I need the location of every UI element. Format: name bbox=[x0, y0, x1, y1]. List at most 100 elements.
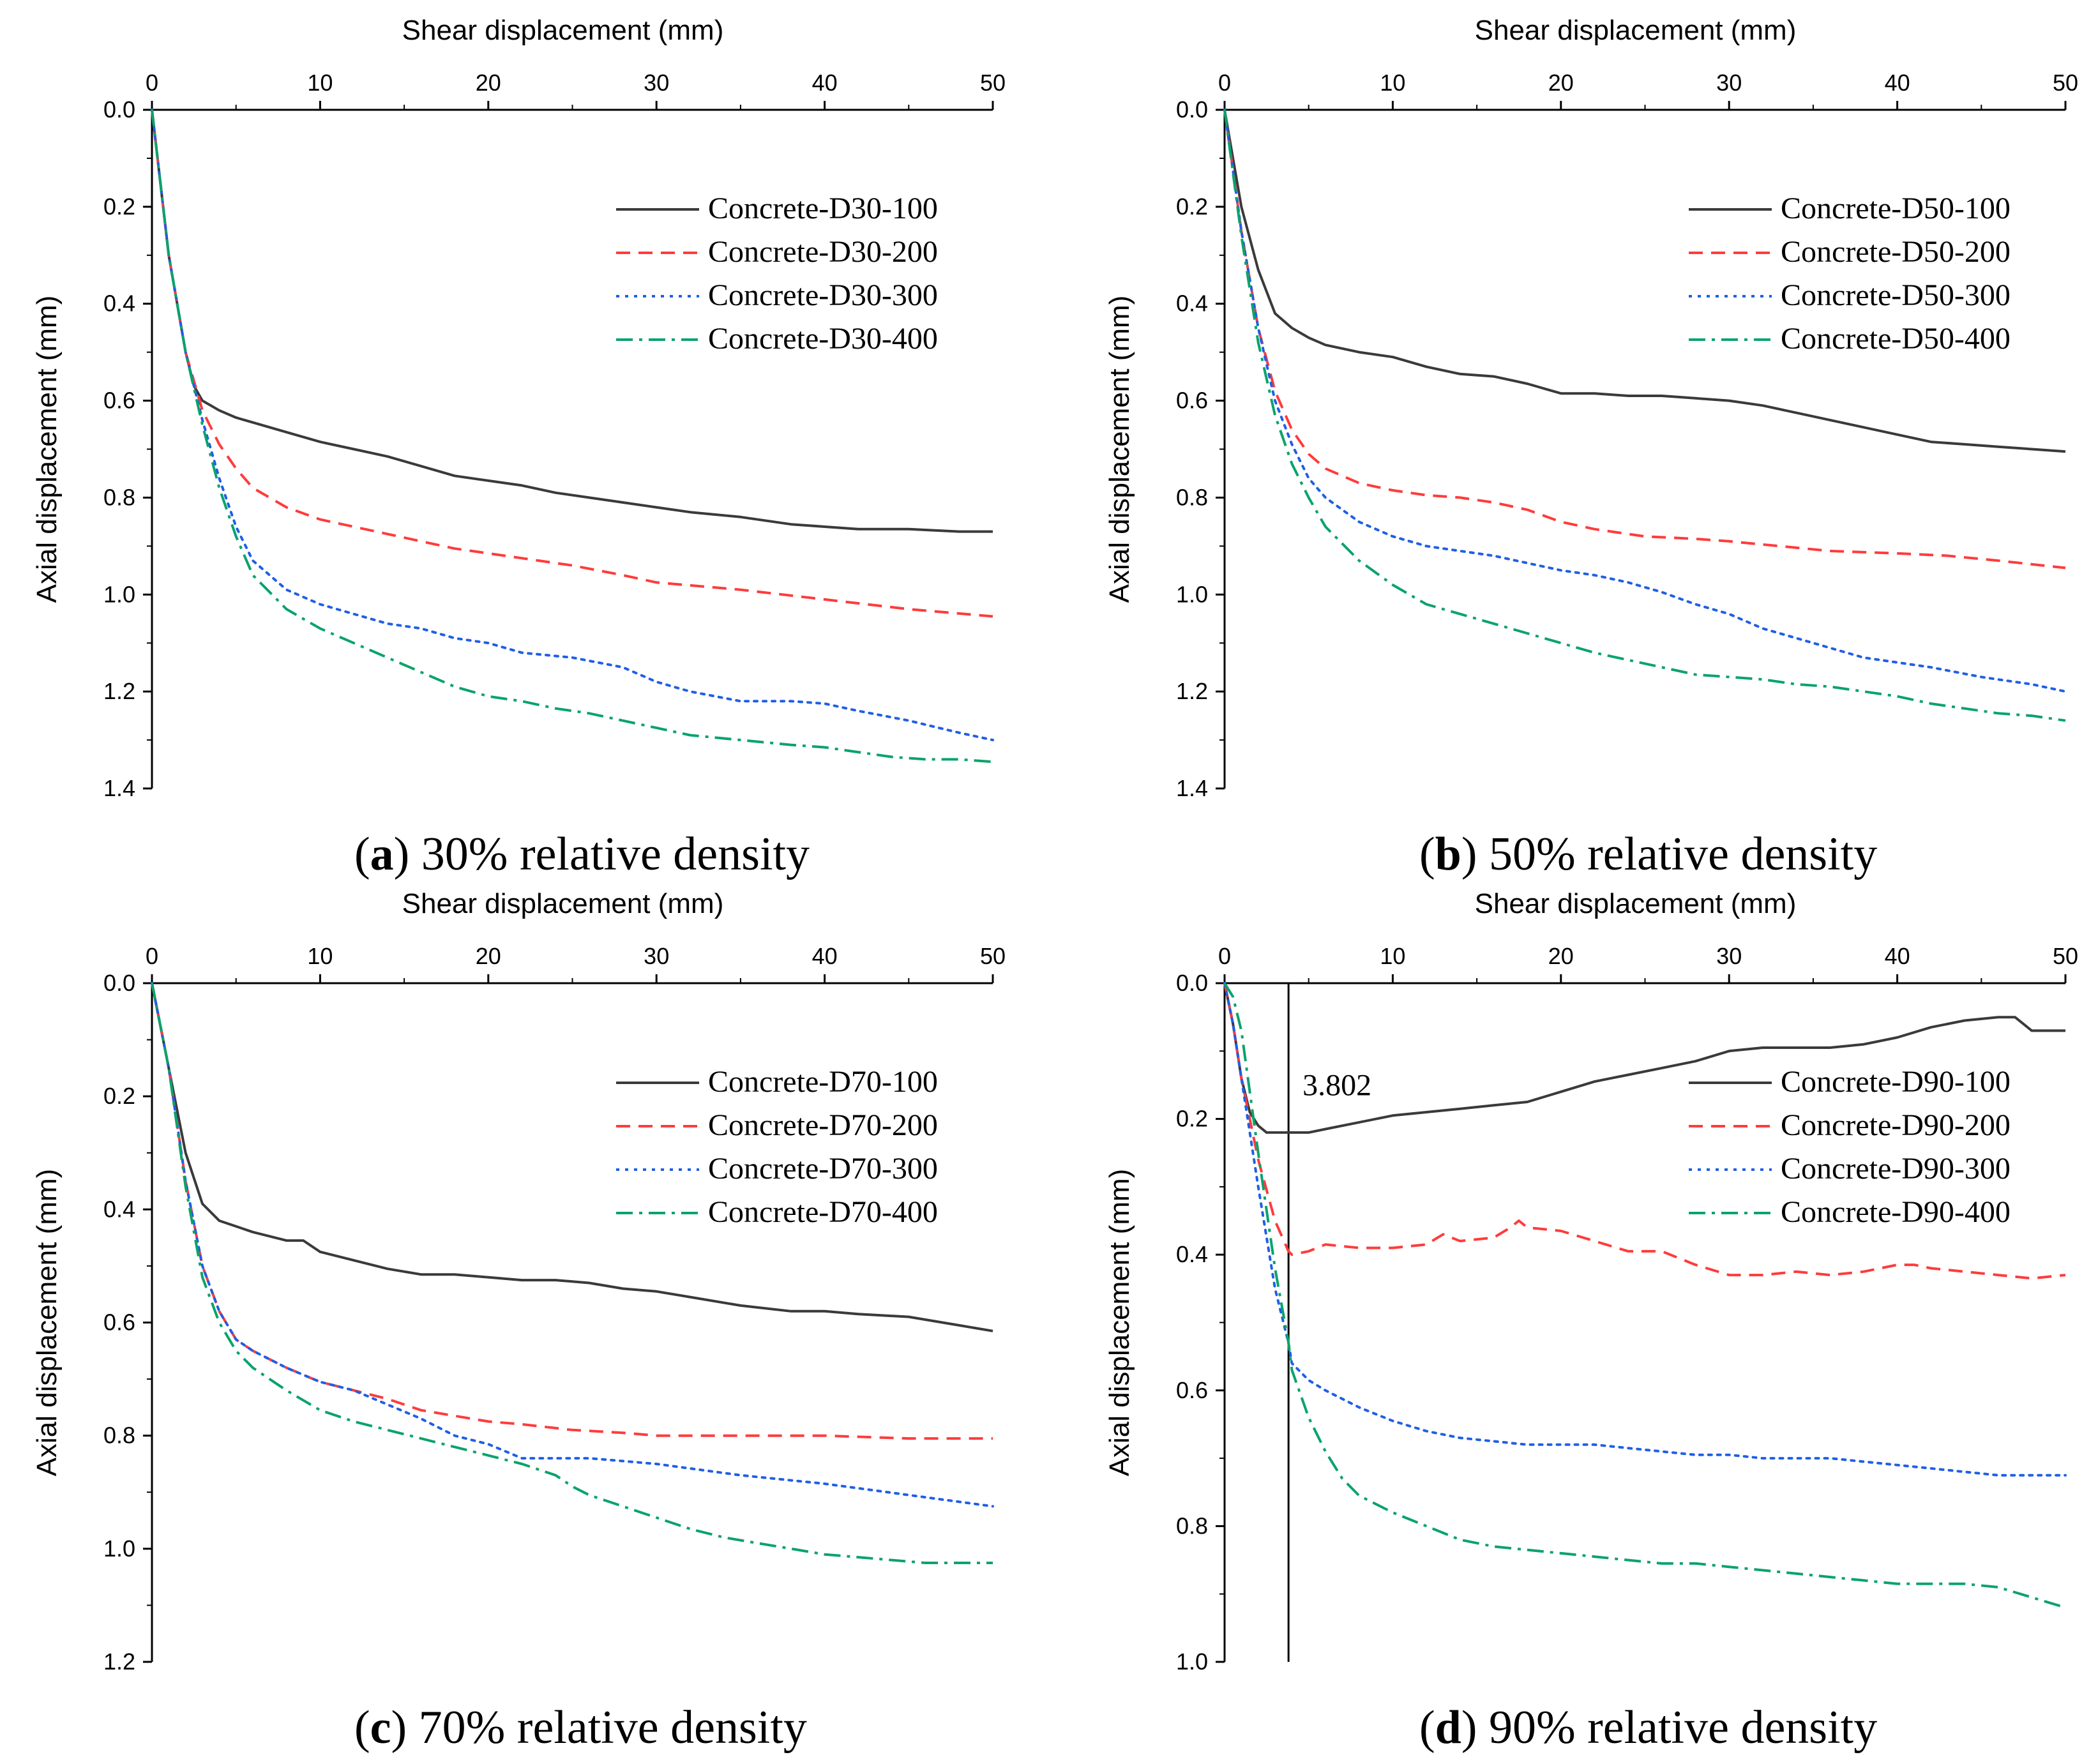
y-tick-label: 0.2 bbox=[103, 1083, 135, 1109]
x-tick-label: 30 bbox=[1716, 943, 1742, 969]
y-tick-label: 0.0 bbox=[1176, 970, 1208, 996]
panel-caption: (d) 90% relative density bbox=[1419, 1701, 1877, 1754]
x-tick-label: 20 bbox=[476, 943, 501, 969]
y-tick-label: 0.2 bbox=[1176, 193, 1208, 220]
legend-label: Concrete-D90-300 bbox=[1781, 1152, 2011, 1186]
panel-caption: (a) 30% relative density bbox=[354, 828, 810, 880]
y-tick-label: 0.6 bbox=[1176, 1377, 1208, 1403]
y-tick-label: 1.0 bbox=[1176, 1648, 1208, 1675]
series-line-400 bbox=[151, 983, 993, 1564]
x-tick-label: 10 bbox=[1380, 70, 1405, 96]
series-line-100 bbox=[151, 109, 993, 533]
x-tick-label: 0 bbox=[146, 70, 158, 96]
y-axis-title: Axial displacement (mm) bbox=[31, 296, 63, 603]
series-line-300 bbox=[151, 109, 994, 742]
series-line-400 bbox=[1223, 109, 2066, 722]
y-tick-label: 1.0 bbox=[103, 1535, 135, 1562]
x-tick-label: 20 bbox=[476, 70, 501, 96]
legend-label: Concrete-D90-100 bbox=[1781, 1065, 2011, 1099]
legend-label: Concrete-D50-200 bbox=[1781, 235, 2011, 269]
x-axis-title: Shear displacement (mm) bbox=[1475, 15, 1797, 46]
legend-label: Concrete-D30-200 bbox=[708, 235, 938, 269]
y-tick-label: 0.6 bbox=[103, 1309, 135, 1336]
x-tick-label: 40 bbox=[812, 943, 838, 969]
y-axis-title: Axial displacement (mm) bbox=[1104, 296, 1135, 603]
y-tick-label: 0.8 bbox=[103, 484, 135, 510]
annotation-label: 3.802 bbox=[1302, 1068, 1371, 1102]
series-line-200 bbox=[1223, 983, 2066, 1280]
y-tick-label: 0.4 bbox=[1176, 290, 1208, 317]
y-tick-label: 0.8 bbox=[1176, 484, 1208, 510]
y-tick-label: 0.0 bbox=[103, 970, 135, 996]
y-tick-label: 0.0 bbox=[1176, 96, 1208, 123]
y-tick-label: 0.4 bbox=[103, 1196, 135, 1222]
y-tick-label: 0.4 bbox=[1176, 1241, 1208, 1267]
legend-label: Concrete-D50-300 bbox=[1781, 278, 2011, 312]
x-tick-label: 50 bbox=[980, 943, 1006, 969]
legend-label: Concrete-D30-400 bbox=[708, 322, 938, 356]
legend-label: Concrete-D90-200 bbox=[1781, 1108, 2011, 1142]
series-line-100 bbox=[1223, 983, 2065, 1134]
legend-label: Concrete-D30-100 bbox=[708, 192, 938, 225]
x-tick-label: 40 bbox=[1885, 70, 1910, 96]
x-tick-label: 0 bbox=[1218, 943, 1231, 969]
series-line-200 bbox=[151, 983, 993, 1440]
series-line-100 bbox=[1223, 109, 2066, 453]
y-tick-label: 0.2 bbox=[1176, 1106, 1208, 1132]
y-tick-label: 0.2 bbox=[103, 193, 135, 220]
legend-label: Concrete-D90-400 bbox=[1781, 1195, 2011, 1229]
legend-label: Concrete-D70-200 bbox=[708, 1108, 938, 1142]
series-line-300 bbox=[1223, 109, 2067, 693]
y-axis-title: Axial displacement (mm) bbox=[31, 1169, 63, 1477]
y-tick-label: 1.2 bbox=[103, 1648, 135, 1675]
x-tick-label: 20 bbox=[1548, 943, 1574, 969]
y-axis-title: Axial displacement (mm) bbox=[1104, 1169, 1135, 1477]
series-line-400 bbox=[1223, 982, 2066, 1609]
x-tick-label: 20 bbox=[1548, 70, 1574, 96]
chart-panel-b: 0 10 20 30 40 50 0.0 0.2 0.4 0.6 0.8 1.0 1.2 1.4 Shear… bbox=[1104, 15, 2078, 880]
legend-label: Concrete-D70-400 bbox=[708, 1195, 938, 1229]
series-line-100 bbox=[151, 983, 993, 1332]
legend-label: Concrete-D50-100 bbox=[1781, 192, 2011, 225]
y-tick-label: 1.0 bbox=[103, 581, 135, 607]
x-tick-label: 50 bbox=[2053, 70, 2078, 96]
chart-panel-a: 0 10 20 30 40 50 0.0 0.2 0.4 0.6 0.8 1.0 1.2 1.4 Shear… bbox=[31, 15, 1006, 880]
y-tick-label: 0.0 bbox=[103, 96, 135, 123]
y-tick-label: 0.8 bbox=[103, 1422, 135, 1449]
legend-label: Concrete-D70-100 bbox=[708, 1065, 938, 1099]
x-axis-title: Shear displacement (mm) bbox=[402, 888, 724, 919]
chart-panel-d: 0 10 20 30 40 50 0.0 0.2 0.4 0.6 0.8 1.0 Shear displ… bbox=[1104, 888, 2078, 1754]
x-tick-label: 30 bbox=[1716, 70, 1742, 96]
x-tick-label: 0 bbox=[1218, 70, 1231, 96]
x-axis-title: Shear displacement (mm) bbox=[1475, 888, 1797, 919]
series-line-200 bbox=[151, 109, 993, 618]
x-tick-label: 50 bbox=[2053, 943, 2078, 969]
y-tick-label: 0.8 bbox=[1176, 1512, 1208, 1539]
series-line-400 bbox=[151, 109, 993, 764]
panel-caption: (b) 50% relative density bbox=[1419, 828, 1877, 880]
y-tick-label: 1.2 bbox=[103, 678, 135, 704]
x-tick-label: 40 bbox=[1885, 943, 1910, 969]
y-tick-label: 1.4 bbox=[1176, 775, 1208, 801]
x-tick-label: 10 bbox=[1380, 943, 1405, 969]
x-tick-label: 50 bbox=[980, 70, 1006, 96]
x-tick-label: 40 bbox=[812, 70, 838, 96]
legend-label: Concrete-D70-300 bbox=[708, 1152, 938, 1186]
x-tick-label: 0 bbox=[146, 943, 158, 969]
series-line-300 bbox=[151, 982, 994, 1508]
series-line-200 bbox=[1223, 109, 2066, 569]
legend-label: Concrete-D50-400 bbox=[1781, 322, 2011, 356]
y-tick-label: 1.0 bbox=[1176, 581, 1208, 607]
x-axis-title: Shear displacement (mm) bbox=[402, 15, 724, 46]
y-tick-label: 0.6 bbox=[103, 388, 135, 414]
panel-caption: (c) 70% relative density bbox=[354, 1701, 807, 1754]
y-tick-label: 1.2 bbox=[1176, 678, 1208, 704]
chart-panel-c: 0 10 20 30 40 50 0.0 0.2 0.4 0.6 0.8 1.0 1.2 Shear di… bbox=[31, 888, 1006, 1754]
x-tick-label: 30 bbox=[644, 943, 669, 969]
legend-label: Concrete-D30-300 bbox=[708, 278, 938, 312]
x-tick-label: 30 bbox=[644, 70, 669, 96]
y-tick-label: 0.4 bbox=[103, 290, 135, 317]
x-tick-label: 10 bbox=[307, 70, 333, 96]
x-tick-label: 10 bbox=[307, 943, 333, 969]
